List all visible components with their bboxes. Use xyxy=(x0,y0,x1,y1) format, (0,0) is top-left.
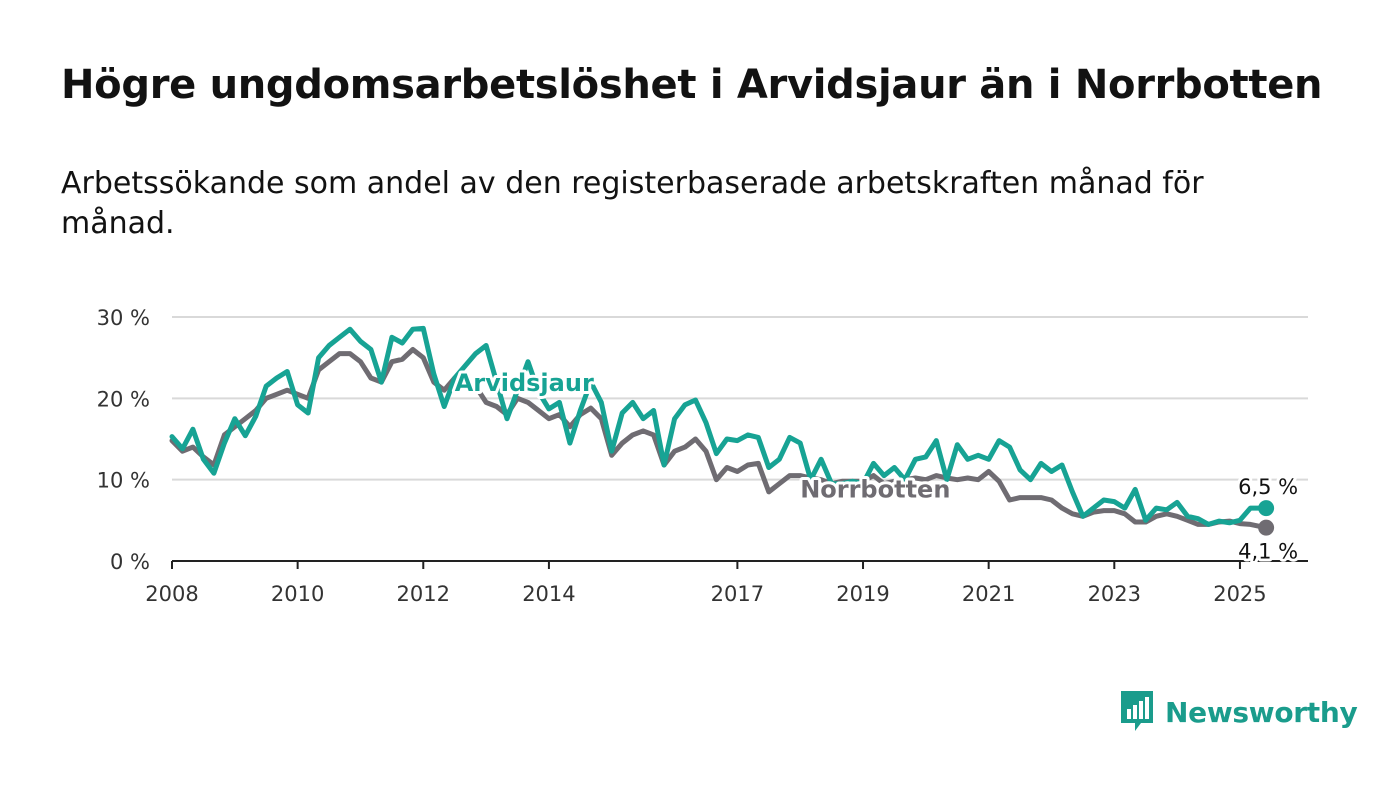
value-label-norrbotten: 4,1 % xyxy=(1238,540,1298,564)
x-tick-label: 2017 xyxy=(711,582,764,606)
brand-name: Newsworthy xyxy=(1165,695,1358,729)
end-point-norrbotten xyxy=(1258,519,1275,536)
x-tick-label: 2021 xyxy=(962,582,1015,606)
y-tick-label: 20 % xyxy=(97,387,150,411)
series-line-arvidsjaur xyxy=(169,325,1269,527)
x-tick-label: 2025 xyxy=(1213,582,1266,606)
x-tick-label: 2019 xyxy=(836,582,889,606)
end-point-arvidsjaur xyxy=(1258,500,1275,517)
x-tick-label: 2012 xyxy=(397,582,450,606)
grid-lines xyxy=(172,316,1308,481)
series-labels: Arvidsjaur Norrbotten 6,5 % 4,1 % xyxy=(452,366,1301,567)
y-tick-label: 0 % xyxy=(110,550,150,574)
x-tick-label: 2010 xyxy=(271,582,324,606)
series-label-norrbotten: Norrbotten xyxy=(800,476,950,504)
x-tick-label: 2023 xyxy=(1088,582,1141,606)
newsworthy-logo-icon xyxy=(1121,691,1153,731)
series-label-arvidsjaur: Arvidsjaur xyxy=(455,369,594,397)
x-axis: 2008 2010 2012 2014 2017 2019 2021 2023 2025 xyxy=(145,560,1308,606)
series-lines xyxy=(169,325,1275,536)
series-line-norrbotten xyxy=(169,347,1269,531)
y-tick-label: 30 % xyxy=(97,306,150,330)
chart-title: Högre ungdomsarbetslöshet i Arvidsjaur ä… xyxy=(61,62,1323,108)
value-label-arvidsjaur: 6,5 % xyxy=(1238,475,1298,499)
y-tick-label: 10 % xyxy=(97,469,150,493)
chart-subtitle: Arbetssökande som andel av den registerb… xyxy=(61,166,1204,241)
y-axis-ticks: 0 % 10 % 20 % 30 % xyxy=(97,306,150,574)
x-tick-label: 2008 xyxy=(145,582,198,606)
x-tick-label: 2014 xyxy=(522,582,575,606)
newsworthy-logo: Newsworthy xyxy=(1119,688,1358,736)
